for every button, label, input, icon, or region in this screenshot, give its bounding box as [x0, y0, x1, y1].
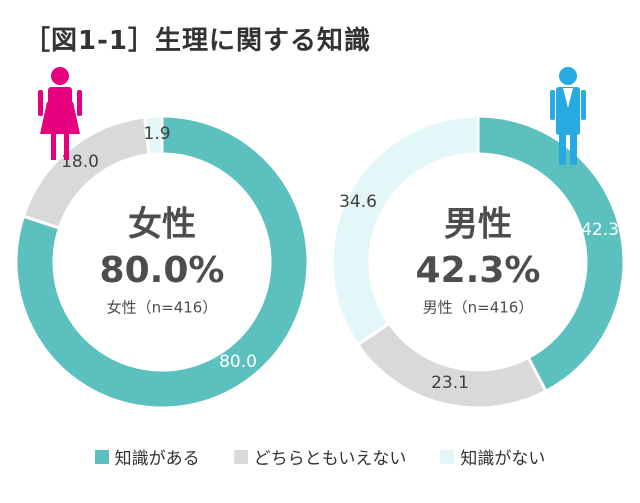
donut-segment-dont-know [142, 114, 164, 157]
data-label-know: 42.3 [581, 220, 619, 240]
donut-segment-know [14, 114, 310, 410]
legend-label-neither: どちらともいえない [253, 449, 407, 469]
male-icon [550, 67, 586, 165]
donut-segment-neither [355, 321, 548, 410]
center-note: 女性（n=416） [107, 299, 218, 317]
legend-item-neither: どちらともいえない [233, 444, 407, 469]
legend-item-dont-know: 知識がない [440, 444, 545, 469]
data-label-dont-know: 34.6 [339, 192, 377, 212]
data-label-neither: 18.0 [61, 152, 99, 172]
legend-label-know: 知識がある [114, 449, 200, 469]
center-title: 女性 [128, 205, 196, 245]
donut-segment-dont-know [330, 114, 480, 347]
legend-label-dont-know: 知識がない [460, 449, 546, 469]
female-donut-group: 80.0 18.0 1.9 女性 80.0% 女性（n=416） [14, 114, 310, 410]
legend: 知識がある どちらともいえない 知識がない [0, 444, 640, 469]
legend-swatch-neither [233, 449, 248, 464]
legend-item-know: 知識がある [94, 444, 200, 469]
center-title: 男性 [444, 205, 512, 245]
donut-segment-know [476, 114, 626, 394]
chart-title: ［図1-1］生理に関する知識 [24, 26, 371, 56]
center-value: 42.3% [416, 250, 541, 291]
center-note: 男性（n=416） [423, 299, 534, 317]
female-icon [38, 67, 82, 160]
center-value: 80.0% [100, 250, 225, 291]
legend-swatch-know [94, 449, 109, 464]
data-label-dont-know: 1.9 [143, 124, 170, 144]
data-label-know: 80.0 [219, 352, 257, 372]
male-donut-group: 42.3 23.1 34.6 男性 42.3% 男性（n=416） [330, 114, 626, 410]
data-label-neither: 23.1 [431, 373, 469, 393]
legend-swatch-dont-know [440, 449, 455, 464]
